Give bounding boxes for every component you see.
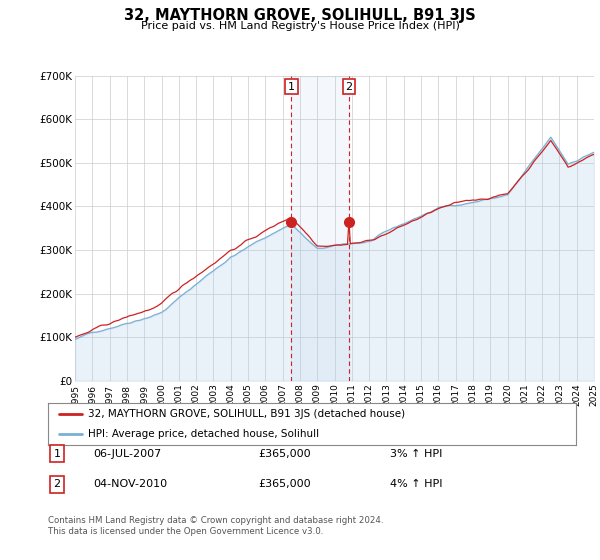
Text: £365,000: £365,000 xyxy=(258,449,311,459)
Bar xyxy=(291,76,349,381)
Text: 04-NOV-2010: 04-NOV-2010 xyxy=(93,479,167,489)
Text: 06-JUL-2007: 06-JUL-2007 xyxy=(93,449,161,459)
Text: 3% ↑ HPI: 3% ↑ HPI xyxy=(390,449,442,459)
Text: Price paid vs. HM Land Registry's House Price Index (HPI): Price paid vs. HM Land Registry's House … xyxy=(140,21,460,31)
Text: 4% ↑ HPI: 4% ↑ HPI xyxy=(390,479,443,489)
Text: 32, MAYTHORN GROVE, SOLIHULL, B91 3JS (detached house): 32, MAYTHORN GROVE, SOLIHULL, B91 3JS (d… xyxy=(88,409,405,419)
Text: 2: 2 xyxy=(345,82,352,92)
Text: £365,000: £365,000 xyxy=(258,479,311,489)
Text: HPI: Average price, detached house, Solihull: HPI: Average price, detached house, Soli… xyxy=(88,430,319,439)
Text: 1: 1 xyxy=(288,82,295,92)
Text: 2: 2 xyxy=(53,479,61,489)
Text: Contains HM Land Registry data © Crown copyright and database right 2024.
This d: Contains HM Land Registry data © Crown c… xyxy=(48,516,383,536)
Text: 1: 1 xyxy=(53,449,61,459)
Text: 32, MAYTHORN GROVE, SOLIHULL, B91 3JS: 32, MAYTHORN GROVE, SOLIHULL, B91 3JS xyxy=(124,8,476,24)
